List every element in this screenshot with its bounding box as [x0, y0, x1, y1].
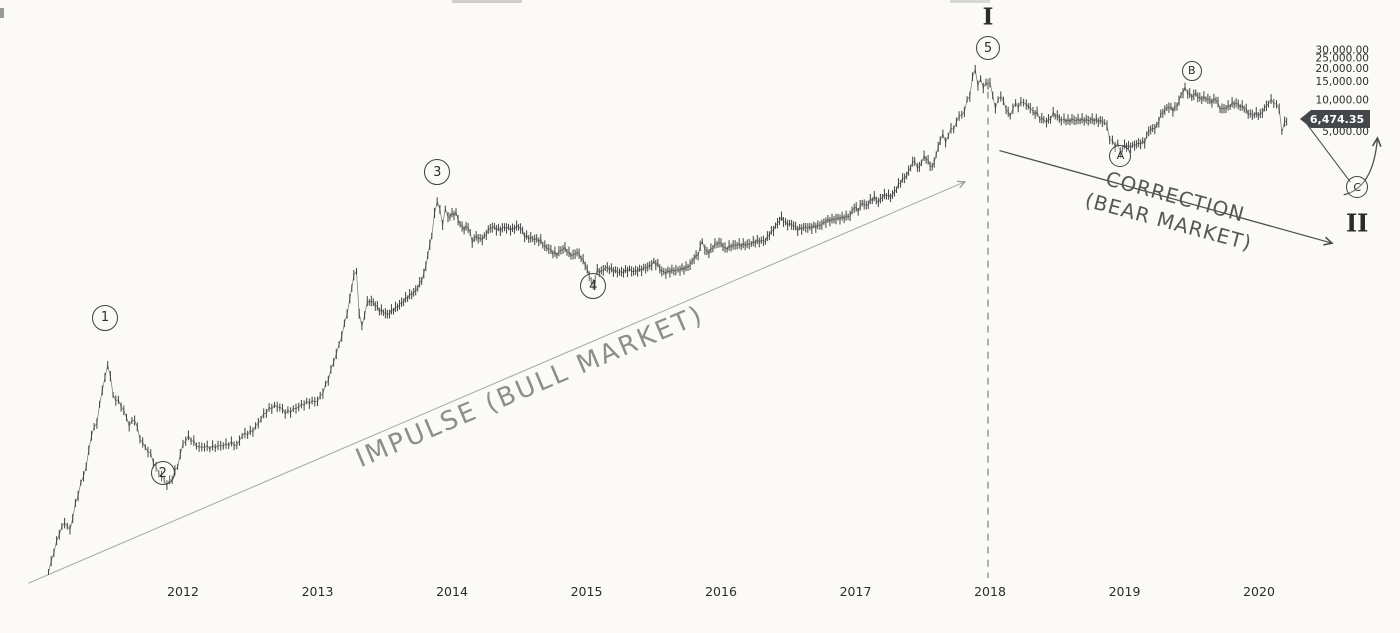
impulse-trendline	[28, 182, 964, 584]
trend-lines	[987, 78, 1378, 579]
y-axis-label: 10,000.00	[1316, 95, 1369, 107]
x-axis-label: 2015	[571, 584, 603, 599]
scan-artifact	[452, 0, 522, 3]
scan-artifact	[0, 8, 4, 18]
y-axis-label: 30,000.00	[1316, 44, 1369, 56]
price-line	[48, 67, 1287, 573]
y-axis-label: 20,000.00	[1316, 63, 1369, 75]
x-axis-label: 2013	[302, 584, 334, 599]
y-axis-label: 25,000.00	[1316, 53, 1369, 65]
x-axis-label: 2016	[705, 584, 737, 599]
x-axis-label: 2012	[167, 584, 199, 599]
trend-lines-under	[28, 182, 964, 584]
price-bars	[47, 64, 1288, 575]
recovery-hook-arrow	[1343, 139, 1378, 196]
x-axis-labels: 2012 2013 2014 2015 2016 2017 2018 2019 2020	[167, 584, 1275, 599]
y-axis-label: 15,000.00	[1316, 76, 1369, 88]
correction-trendline	[999, 149, 1331, 244]
projection-line	[1306, 124, 1351, 183]
x-axis-label: 2018	[974, 584, 1006, 599]
x-axis-label: 2020	[1243, 584, 1275, 599]
y-axis-label: 5,000.00	[1322, 126, 1369, 138]
x-axis-label: 2014	[436, 584, 468, 599]
scan-artifact	[950, 0, 990, 3]
last-price-tag: 6,474.35	[1300, 110, 1370, 128]
x-axis-label: 2017	[840, 584, 872, 599]
x-axis-label: 2019	[1109, 584, 1141, 599]
